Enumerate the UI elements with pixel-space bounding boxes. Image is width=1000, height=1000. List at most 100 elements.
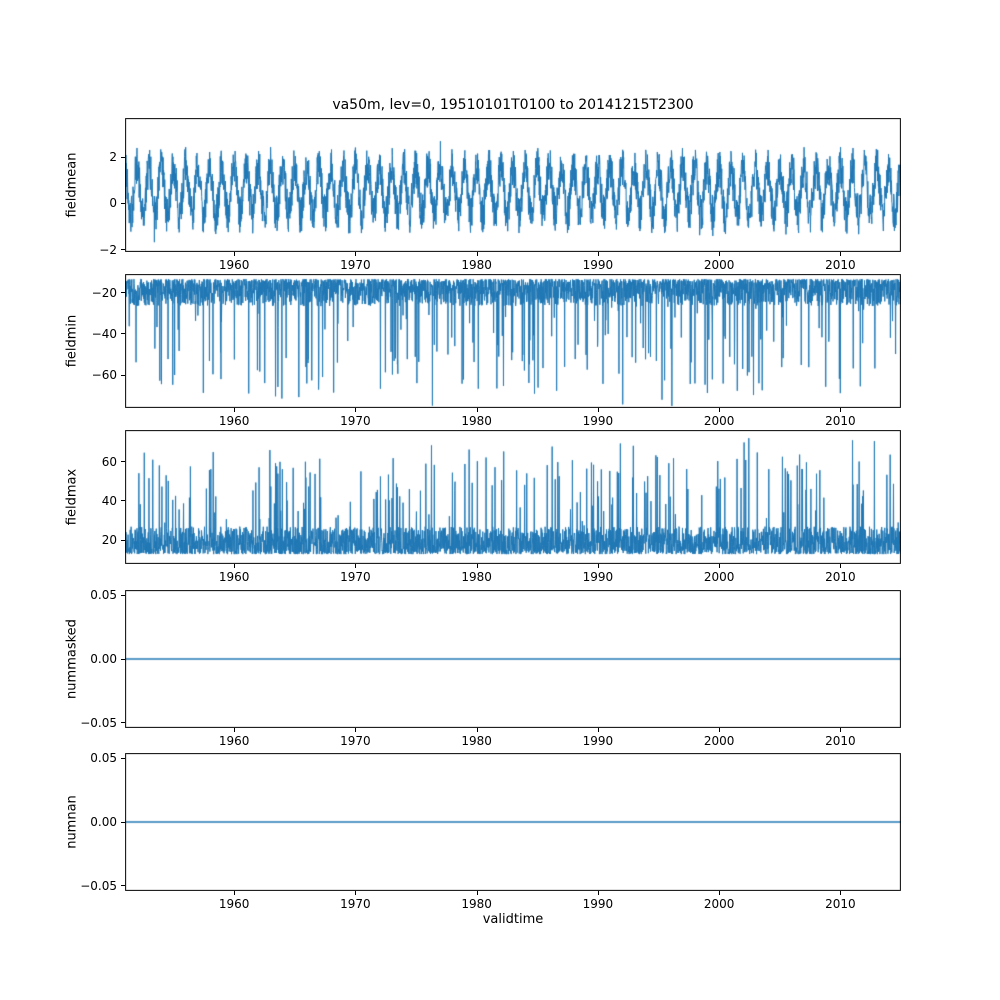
x-tick-mark — [355, 408, 357, 412]
axes-canvas-numnan — [125, 753, 901, 891]
x-tick-label: 1970 — [340, 414, 371, 428]
x-tick-mark — [355, 728, 357, 732]
y-axis-label-fieldmean: fieldmean — [64, 152, 80, 218]
y-tick-label: 40 — [101, 493, 117, 508]
x-tick-mark — [234, 728, 236, 732]
x-tick-label: 1990 — [582, 570, 614, 584]
y-tick-mark — [121, 658, 125, 660]
x-tick-label: 2000 — [703, 734, 735, 748]
x-tick-mark — [476, 891, 478, 895]
x-tick-mark — [234, 891, 236, 895]
x-tick-mark — [719, 564, 721, 568]
y-tick-mark — [121, 594, 125, 596]
x-tick-label: 1980 — [461, 258, 492, 272]
x-tick-mark — [719, 891, 721, 895]
x-tick-mark — [355, 564, 357, 568]
x-tick-mark — [719, 408, 721, 412]
axes-canvas-fieldmax — [125, 430, 901, 564]
x-tick-label: 1960 — [218, 897, 250, 911]
y-tick-mark — [121, 461, 125, 463]
x-axis-label: validtime — [482, 912, 544, 927]
y-axis-label-numnan: numnan — [64, 795, 80, 849]
x-tick-mark — [840, 891, 842, 895]
x-tick-mark — [234, 564, 236, 568]
x-tick-mark — [597, 728, 599, 732]
x-tick-label: 1970 — [340, 258, 371, 272]
x-tick-mark — [355, 252, 357, 256]
x-tick-mark — [234, 252, 236, 256]
y-tick-label: −0.05 — [80, 878, 117, 893]
y-tick-label: 0.00 — [90, 815, 117, 829]
x-tick-mark — [840, 252, 842, 256]
y-tick-label: −20 — [91, 285, 117, 300]
x-tick-mark — [355, 891, 357, 895]
y-tick-label: 60 — [101, 454, 117, 469]
x-tick-label: 1990 — [582, 258, 614, 272]
x-tick-label: 1960 — [218, 570, 250, 584]
y-axis-label-fieldmin: fieldmin — [64, 314, 80, 368]
x-tick-label: 1990 — [582, 897, 614, 911]
y-tick-label: 0.05 — [90, 751, 117, 766]
y-axis-label-nummasked: nummasked — [64, 619, 80, 699]
x-tick-label: 1970 — [340, 570, 371, 584]
x-tick-label: 1980 — [461, 570, 492, 584]
x-tick-label: 2000 — [703, 258, 735, 272]
x-tick-mark — [597, 564, 599, 568]
y-axis-label-fieldmax: fieldmax — [64, 468, 80, 526]
x-tick-mark — [476, 252, 478, 256]
y-tick-mark — [121, 249, 125, 251]
x-tick-mark — [597, 408, 599, 412]
y-tick-mark — [121, 500, 125, 502]
x-tick-mark — [476, 408, 478, 412]
x-tick-label: 2010 — [825, 734, 856, 748]
y-tick-label: −2 — [99, 242, 117, 257]
axes-canvas-fieldmin — [125, 274, 901, 408]
y-tick-mark — [121, 374, 125, 376]
x-tick-label: 2000 — [703, 897, 735, 911]
y-tick-mark — [121, 333, 125, 335]
x-tick-label: 1990 — [582, 414, 614, 428]
y-tick-label: 2 — [109, 150, 117, 165]
y-tick-mark — [121, 821, 125, 823]
y-tick-mark — [121, 202, 125, 204]
y-tick-mark — [121, 156, 125, 158]
x-tick-label: 1980 — [461, 414, 492, 428]
y-tick-mark — [121, 885, 125, 887]
x-tick-mark — [597, 252, 599, 256]
x-tick-mark — [840, 564, 842, 568]
x-tick-label: 1990 — [582, 734, 614, 748]
x-tick-label: 1970 — [340, 734, 371, 748]
axes-canvas-nummasked — [125, 590, 901, 728]
y-tick-mark — [121, 539, 125, 541]
x-tick-label: 2000 — [703, 414, 735, 428]
x-tick-label: 1980 — [461, 734, 492, 748]
x-tick-mark — [476, 728, 478, 732]
y-tick-label: 0.00 — [90, 652, 117, 666]
axes-canvas-fieldmean — [125, 118, 901, 252]
y-tick-label: −0.05 — [80, 715, 117, 730]
x-tick-label: 1970 — [340, 897, 371, 911]
x-tick-label: 2010 — [825, 258, 856, 272]
y-tick-mark — [121, 722, 125, 724]
y-tick-mark — [121, 292, 125, 294]
y-tick-label: 20 — [101, 533, 117, 548]
x-tick-label: 2010 — [825, 570, 856, 584]
x-tick-label: 1960 — [218, 258, 250, 272]
x-tick-label: 2000 — [703, 570, 735, 584]
x-tick-label: 2010 — [825, 897, 856, 911]
x-tick-label: 1980 — [461, 897, 492, 911]
x-tick-mark — [476, 564, 478, 568]
x-tick-label: 2010 — [825, 414, 856, 428]
y-tick-label: 0 — [109, 196, 117, 211]
x-tick-mark — [234, 408, 236, 412]
x-tick-mark — [597, 891, 599, 895]
x-tick-label: 1960 — [218, 734, 250, 748]
x-tick-mark — [719, 252, 721, 256]
y-tick-label: 0.05 — [90, 588, 117, 603]
x-tick-mark — [719, 728, 721, 732]
chart-title: va50m, lev=0, 19510101T0100 to 20141215T… — [332, 97, 694, 113]
x-tick-mark — [840, 728, 842, 732]
x-tick-mark — [840, 408, 842, 412]
x-tick-label: 1960 — [218, 414, 250, 428]
y-tick-mark — [121, 757, 125, 759]
